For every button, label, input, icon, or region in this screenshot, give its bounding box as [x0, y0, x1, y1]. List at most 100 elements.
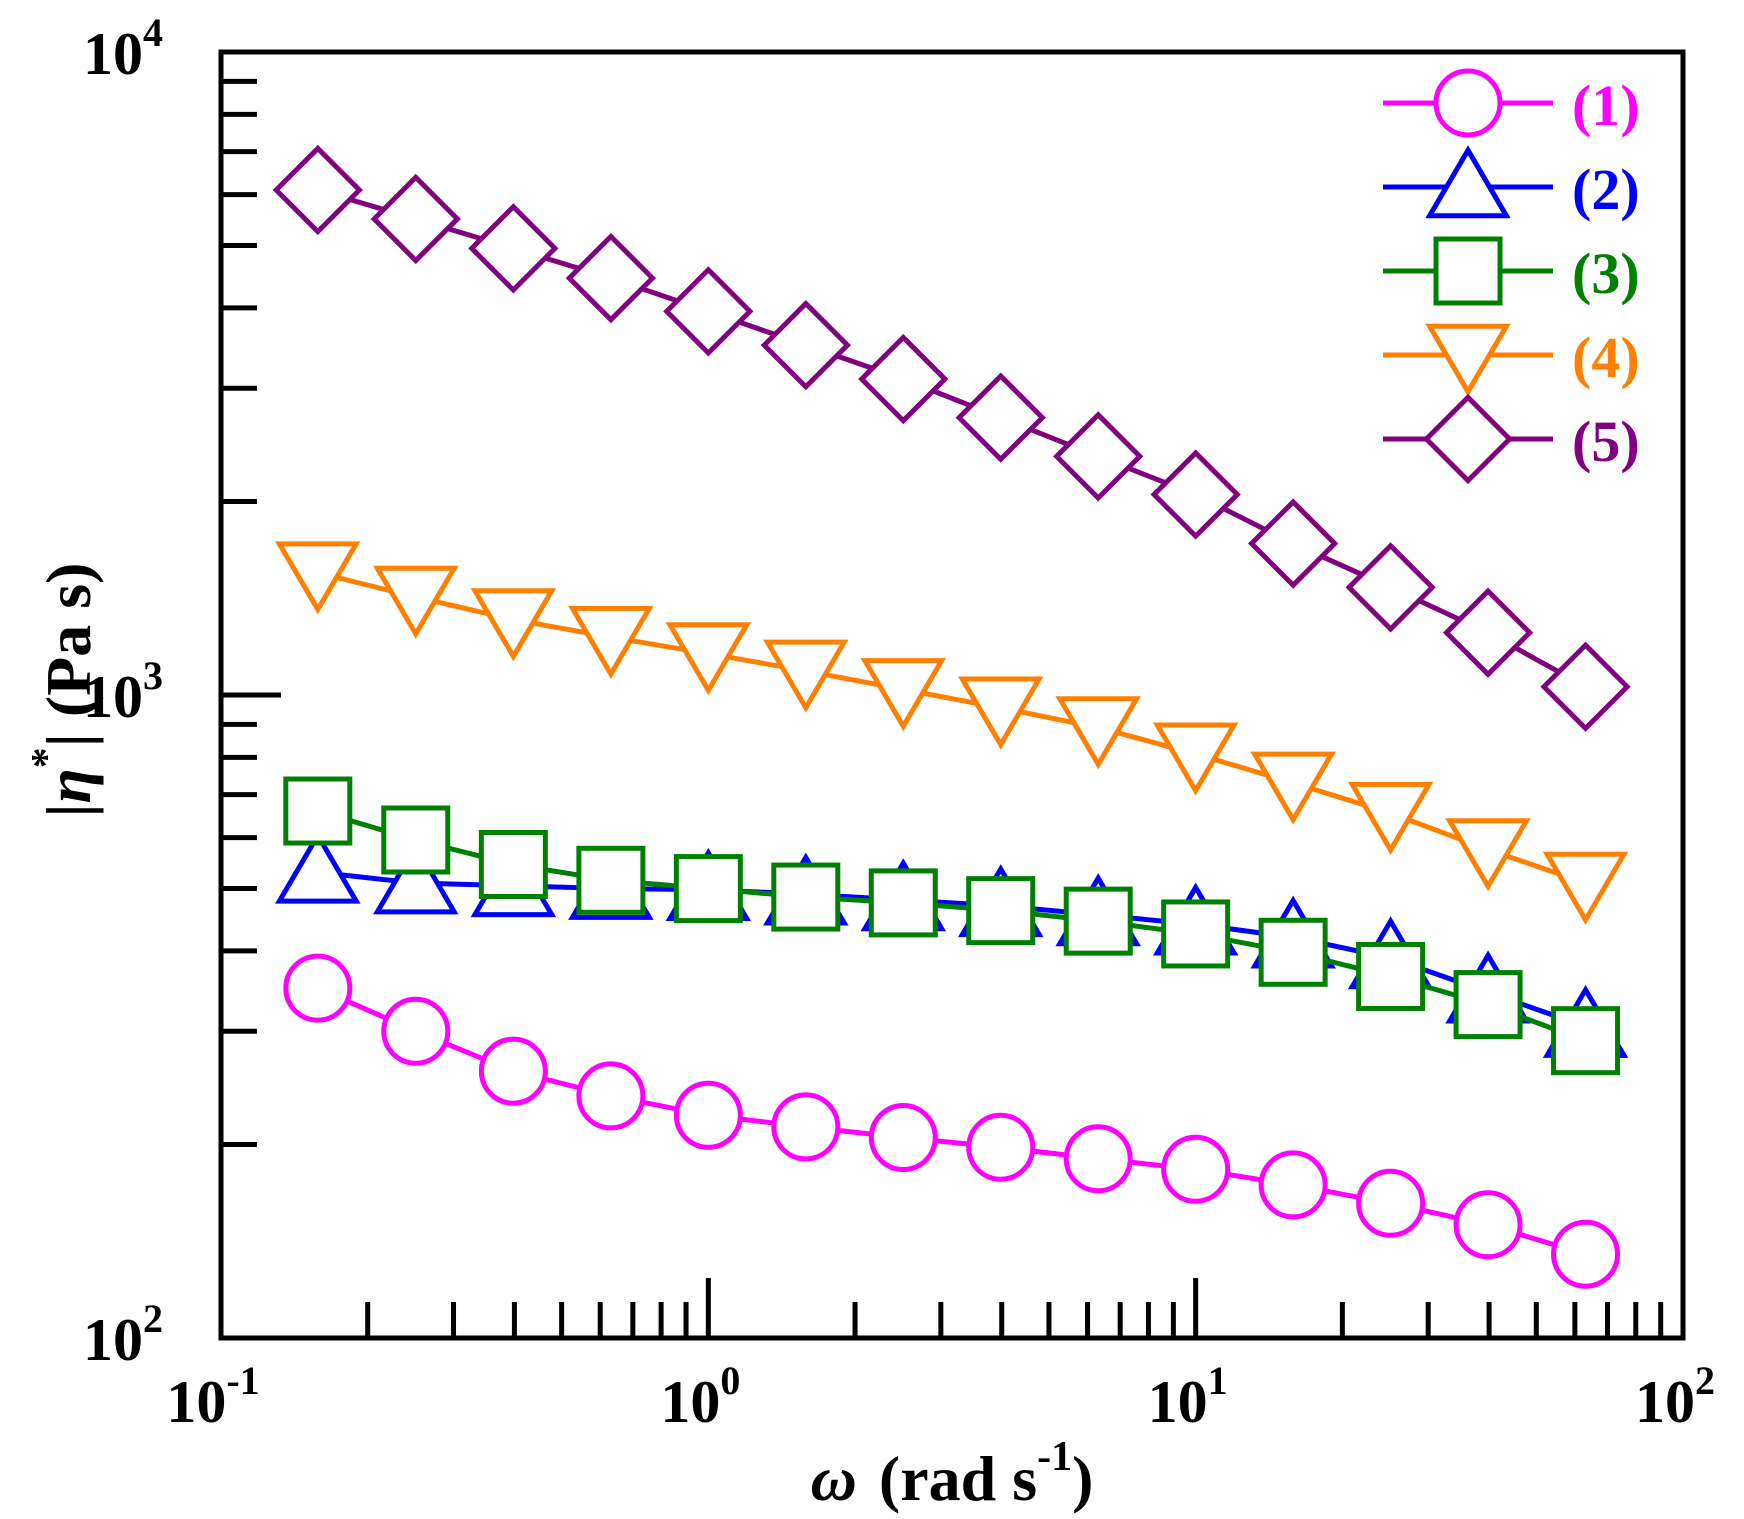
data-point: [763, 639, 849, 713]
y-axis-symbol: η: [33, 768, 104, 803]
axis-titles: ω (rad s-1)|η*|(Pa s): [24, 563, 1093, 1514]
data-point: [860, 658, 947, 732]
data-point: [1258, 917, 1328, 987]
legend-marker: [1425, 323, 1511, 397]
series-5: [272, 144, 1631, 732]
x-axis-label: ω (rad s-1): [811, 1434, 1094, 1514]
x-tick-base: 10: [1635, 1369, 1695, 1435]
x-tick-label: 10-1: [166, 1358, 259, 1435]
data-point: [1248, 498, 1339, 589]
legend-marker: [1433, 68, 1503, 138]
legend-item-5: (5): [1383, 393, 1640, 485]
data-point: [966, 1112, 1036, 1182]
data-point: [760, 300, 851, 391]
legend-label: (3): [1572, 241, 1640, 306]
data-point: [1347, 781, 1434, 855]
y-axis-sup: *: [24, 747, 70, 768]
y-tick-label: 104: [83, 10, 163, 87]
data-point: [373, 841, 459, 915]
data-point: [381, 996, 451, 1066]
data-point: [373, 565, 459, 639]
legend-item-2: (2): [1383, 145, 1640, 222]
series-4: [275, 541, 1629, 925]
legend-item-4: (4): [1383, 323, 1640, 397]
y-tick-base: 10: [83, 664, 143, 730]
data-point: [1551, 1006, 1621, 1076]
data-point: [370, 173, 461, 265]
data-point: [1453, 970, 1523, 1040]
data-point: [665, 622, 752, 696]
series-3: [283, 776, 1621, 1076]
data-point: [468, 203, 559, 294]
data-point: [771, 862, 841, 932]
data-point: [576, 1061, 646, 1131]
data-point: [1356, 941, 1426, 1011]
legend-label: (2): [1572, 157, 1640, 222]
axis-ticks: [221, 78, 1664, 1338]
data-series: [272, 144, 1631, 1289]
data-point: [1442, 587, 1534, 678]
y-tick-exponent: 3: [143, 653, 163, 698]
x-tick-base: 10: [1148, 1369, 1208, 1435]
data-point: [1152, 722, 1239, 796]
legend-marker: [1422, 393, 1514, 485]
data-point: [1150, 449, 1241, 540]
y-tick-label: 102: [83, 1296, 163, 1373]
data-point: [1345, 542, 1436, 633]
data-point: [673, 854, 743, 924]
y-axis-bar-left: |: [33, 803, 104, 817]
x-tick-exponent: 1: [1208, 1358, 1228, 1403]
data-point: [1053, 411, 1144, 502]
x-axis-symbol: ω: [811, 1443, 857, 1514]
data-point: [1540, 641, 1631, 732]
data-point: [1445, 818, 1531, 892]
data-point: [272, 144, 363, 236]
legend-label: (1): [1572, 73, 1640, 138]
data-point: [868, 868, 938, 938]
data-point: [1258, 1150, 1328, 1220]
data-point: [283, 953, 353, 1023]
data-point: [1161, 899, 1231, 969]
data-point: [1551, 1219, 1621, 1289]
y-tick-exponent: 4: [143, 10, 163, 55]
legend-label: (5): [1572, 409, 1640, 474]
x-axis-text: (rad s: [879, 1443, 1037, 1514]
data-point: [858, 333, 949, 425]
y-axis-text: (Pa s): [33, 563, 104, 718]
y-axis-label: |η*|(Pa s): [24, 563, 104, 818]
data-point: [1161, 1134, 1231, 1204]
data-point: [576, 845, 646, 915]
x-axis-close: ): [1072, 1443, 1093, 1514]
data-point: [275, 830, 361, 904]
data-point: [568, 605, 654, 679]
x-tick-exponent: 2: [1695, 1358, 1715, 1403]
data-point: [1356, 1168, 1426, 1238]
x-axis-sup: -1: [1037, 1434, 1072, 1480]
data-point: [966, 876, 1036, 946]
plot-frame: [218, 49, 1686, 1341]
data-point: [470, 588, 557, 662]
series-1: [283, 953, 1621, 1289]
data-point: [275, 541, 361, 615]
y-tick-base: 10: [83, 21, 143, 87]
x-tick-exponent: 0: [720, 1358, 740, 1403]
legend: (1) (2) (3) (4) (5): [1383, 68, 1640, 485]
data-point: [1542, 851, 1629, 925]
data-point: [771, 1092, 841, 1162]
data-point: [381, 805, 451, 875]
x-tick-base: 10: [166, 1369, 226, 1435]
x-tick-label: 101: [1148, 1358, 1228, 1435]
data-point: [478, 829, 548, 899]
x-tick-base: 10: [660, 1369, 720, 1435]
legend-item-1: (1): [1383, 68, 1640, 138]
data-point: [1063, 886, 1133, 956]
data-point: [478, 1036, 548, 1106]
x-tick-label: 100: [660, 1358, 740, 1435]
y-tick-label: 103: [83, 653, 163, 730]
data-point: [663, 266, 754, 357]
legend-item-3: (3): [1383, 236, 1640, 306]
x-tick-label: 102: [1635, 1358, 1715, 1435]
